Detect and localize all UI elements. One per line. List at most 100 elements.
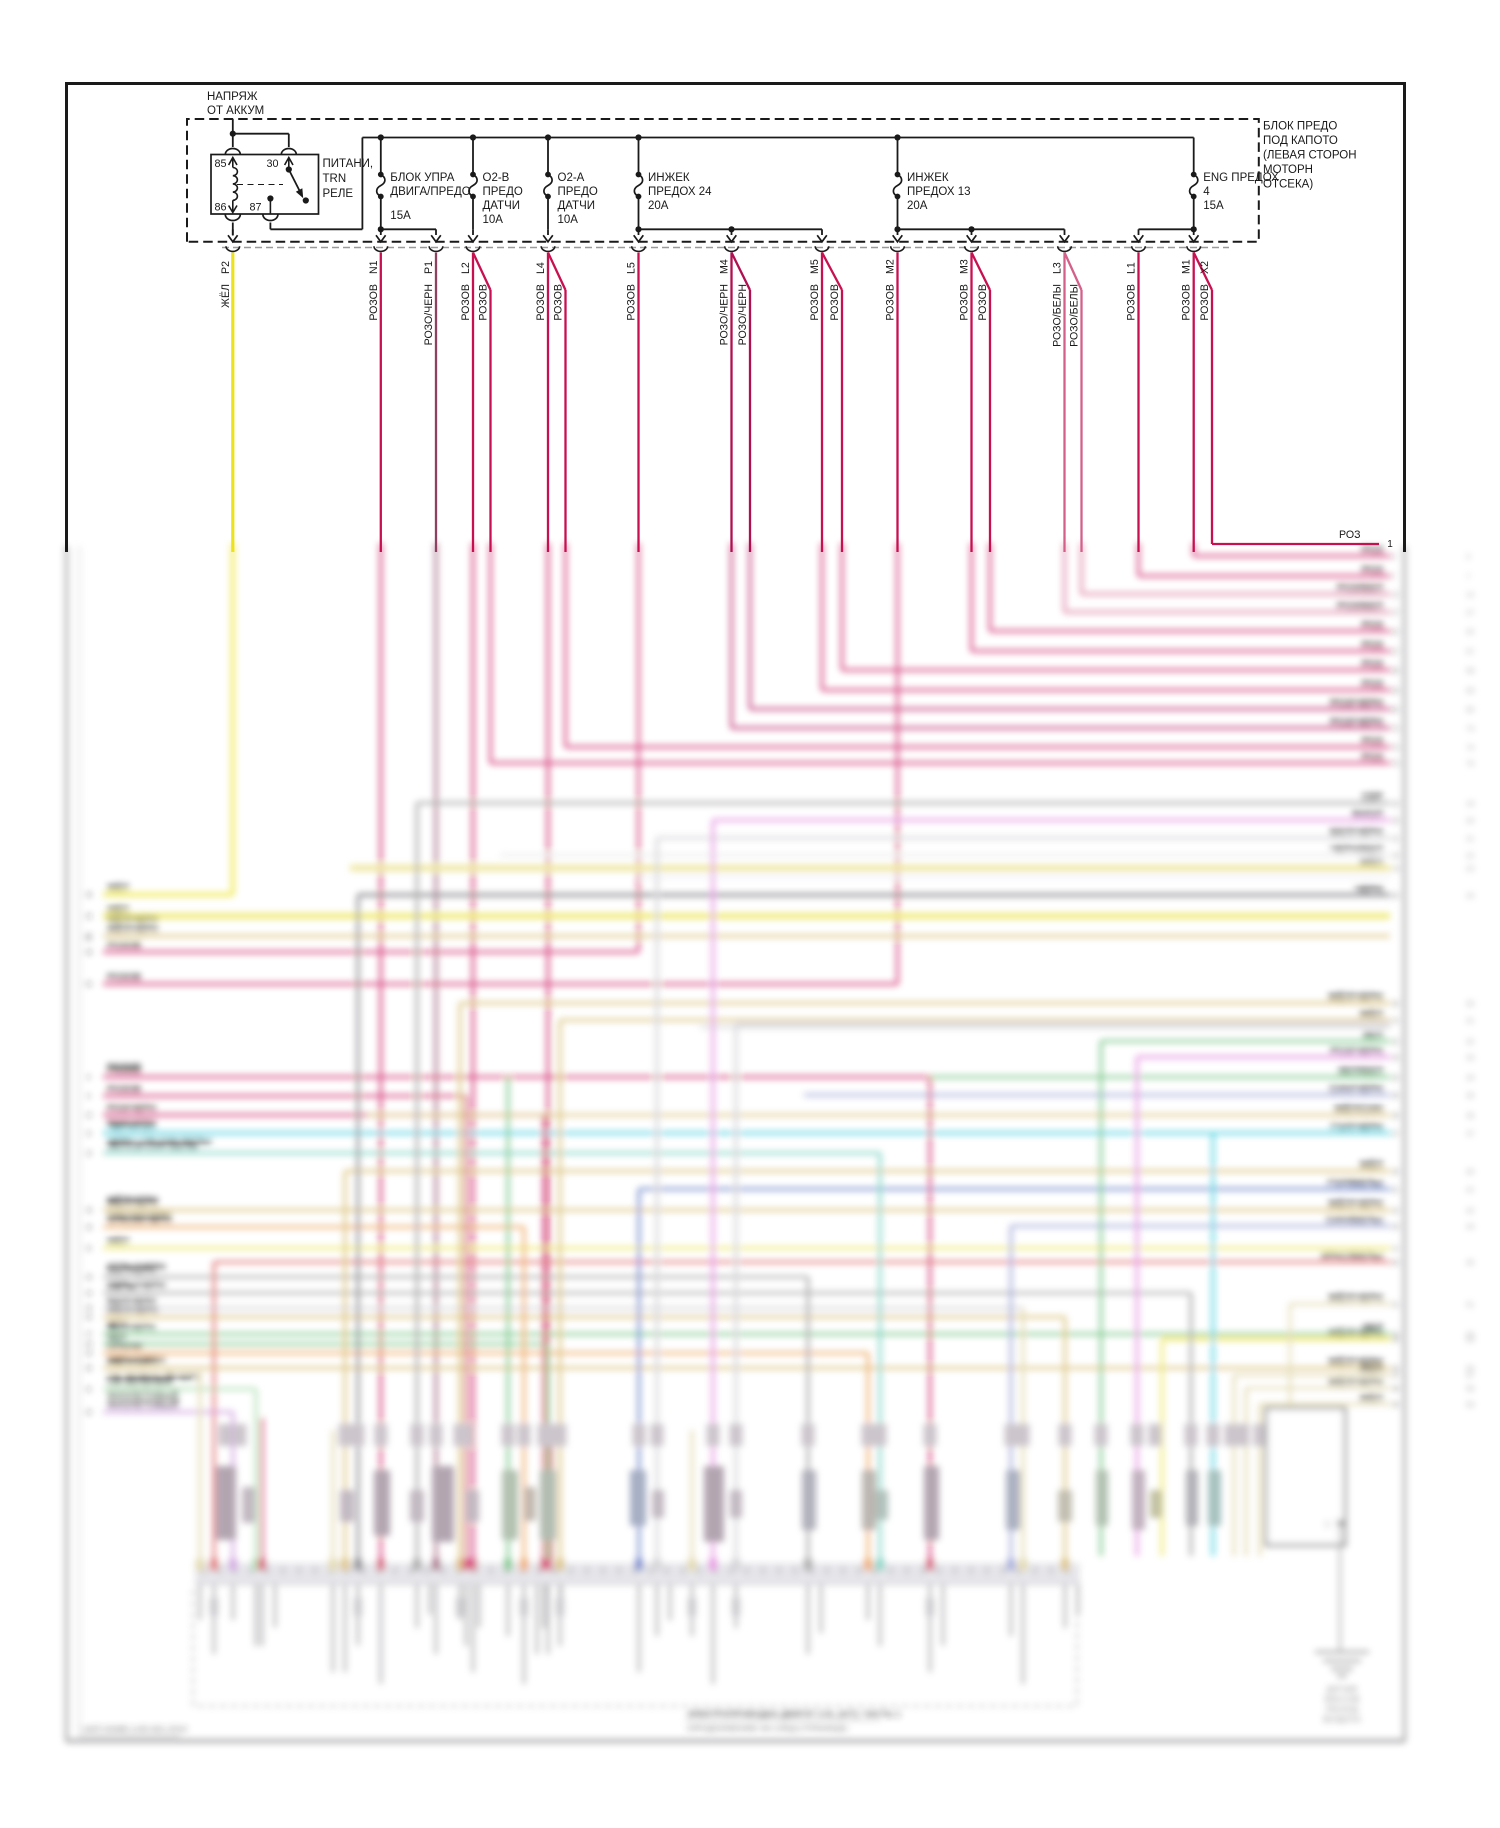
svg-text:ЗЕЛ/БЕЛ: ЗЕЛ/БЕЛ [1338, 1066, 1383, 1077]
svg-text:23: 23 [1391, 864, 1399, 873]
svg-text:42: 42 [1466, 1206, 1474, 1215]
svg-text:ENG ПРЕДОХ: ENG ПРЕДОХ [1203, 172, 1279, 184]
svg-text:74: 74 [1391, 743, 1399, 752]
svg-text:РОЗО/ЧЕРН: РОЗО/ЧЕРН [423, 284, 435, 345]
svg-text:ЭЛЕКТРОПРОВОДКА ДВИГАТ 2.0L (А: ЭЛЕКТРОПРОВОДКА ДВИГАТ 2.0L (А/Т): ЧАСТЬ… [687, 1709, 901, 1719]
svg-text:РОЗОВ: РОЗОВ [1199, 284, 1211, 321]
svg-text:ЖЁЛ/ЧЕРН: ЖЁЛ/ЧЕРН [1327, 1197, 1383, 1210]
svg-text:КРАС/БЕЛЫ: КРАС/БЕЛЫ [1321, 1252, 1383, 1263]
svg-text:85: 85 [215, 158, 227, 170]
svg-text:L2: L2 [460, 262, 472, 274]
svg-text:40: 40 [1466, 1167, 1474, 1176]
svg-text:НАПРЯЖ: НАПРЯЖ [207, 91, 258, 103]
svg-text:ЧЕРН/ГОЛ: ЧЕРН/ГОЛ [107, 1121, 156, 1132]
svg-text:РОЗ: РОЗ [1362, 546, 1384, 557]
svg-text:РОЗ/ЧЕРН: РОЗ/ЧЕРН [1330, 699, 1383, 710]
svg-text:43: 43 [1391, 1222, 1399, 1231]
svg-text:31: 31 [84, 1385, 92, 1394]
svg-text:РЕЛЕ: РЕЛЕ [323, 188, 354, 200]
svg-text:РОЗ: РОЗ [1362, 545, 1384, 556]
svg-text:СВ-ЗЕЛЕНЫЙ: СВ-ЗЕЛЕНЫЙ [107, 1376, 173, 1388]
svg-text:32: 32 [1466, 1037, 1474, 1046]
svg-text:ЗЕЛ/СВ-СИН БЕЛЫ: ЗЕЛ/СВ-СИН БЕЛЫ [107, 1141, 199, 1152]
svg-text:РОЗ: РОЗ [1362, 566, 1384, 577]
svg-text:КРАС/БЕЛЫ: КРАС/БЕЛЫ [1321, 1251, 1383, 1262]
svg-text:РОЗ: РОЗ [1362, 641, 1384, 652]
svg-text:РОЗОВ: РОЗОВ [626, 284, 638, 321]
svg-text:ЖЁЛ: ЖЁЛ [106, 1236, 129, 1247]
svg-text:РОЗ: РОЗ [1339, 529, 1360, 541]
svg-text:РОЗОВ: РОЗОВ [829, 284, 841, 321]
svg-text:26: 26 [84, 1313, 92, 1322]
svg-text:59: 59 [1391, 1400, 1399, 1409]
svg-text:БЕЛ/ЧЕРН: БЕЛ/ЧЕРН [107, 1296, 156, 1307]
svg-text:54AT-0348E-LHD-001-2010: 54AT-0348E-LHD-001-2010 [82, 1724, 187, 1734]
svg-text:21: 21 [1391, 834, 1399, 843]
svg-text:M5: M5 [809, 259, 821, 274]
svg-text:РОЗОВ: РОЗОВ [977, 284, 989, 321]
svg-text:РОЗОВ: РОЗОВ [107, 1066, 141, 1077]
svg-text:28: 28 [84, 1340, 92, 1349]
svg-text:РОЗОВ: РОЗОВ [809, 284, 821, 321]
svg-text:TRN: TRN [323, 173, 347, 185]
svg-text:ЖЁЛ/ЧЕРН: ЖЁЛ/ЧЕРН [1327, 1326, 1383, 1339]
svg-text:87: 87 [250, 202, 262, 214]
svg-text:БЕЛ/ЧЕРН: БЕЛ/ЧЕРН [107, 1297, 156, 1308]
svg-text:РОЗОВ: РОЗОВ [107, 1063, 141, 1074]
svg-text:РОЗ: РОЗ [1362, 660, 1384, 671]
svg-text:ЖЁЛ: ЖЁЛ [1358, 1362, 1383, 1375]
svg-text:РОЗ/БЕЛ: РОЗ/БЕЛ [1337, 601, 1383, 612]
svg-text:ЧЕРН/БЕЛ: ЧЕРН/БЕЛ [1330, 845, 1383, 856]
svg-text:ЗЕЛ: ЗЕЛ [107, 1332, 126, 1343]
svg-text:ЖЁЛ: ЖЁЛ [1358, 1159, 1383, 1172]
svg-text:34: 34 [1391, 1073, 1399, 1082]
svg-text:СЕР/ЧЕРН: СЕР/ЧЕРН [107, 1266, 156, 1277]
svg-text:РОЗОВ: РОЗОВ [107, 941, 141, 952]
svg-text:ЖЁЛ/СИН: ЖЁЛ/СИН [1333, 1102, 1383, 1115]
svg-text:41: 41 [1391, 1185, 1399, 1194]
svg-text:СЕРЫ/ЧЕРН: СЕРЫ/ЧЕРН [107, 1262, 165, 1273]
svg-text:ФИОЛ: ФИОЛ [1352, 810, 1383, 821]
svg-text:ЖЁЛ: ЖЁЛ [106, 905, 129, 916]
svg-text:ЧЕРН / СВ-СИН БЕЛЫ: ЧЕРН / СВ-СИН БЕЛЫ [107, 1136, 211, 1147]
svg-text:ЗЕЛ: ЗЕЛ [107, 1333, 126, 1344]
svg-text:57: 57 [1466, 1371, 1474, 1380]
svg-text:РОЗ: РОЗ [1362, 565, 1384, 576]
svg-text:ПОД КАПОТО: ПОД КАПОТО [1263, 135, 1338, 147]
svg-text:N1: N1 [368, 260, 380, 274]
svg-text:ЖЁЛ/ЧЕРН: ЖЁЛ/ЧЕРН [1327, 1375, 1383, 1388]
svg-text:41: 41 [1466, 1185, 1474, 1194]
svg-text:ЖЁЛ/ЧЕРН: ЖЁЛ/ЧЕРН [106, 1356, 158, 1367]
svg-text:РОЗ/ЧЕРН: РОЗ/ЧЕРН [107, 1119, 156, 1130]
svg-text:21: 21 [1466, 834, 1474, 843]
svg-text:35: 35 [84, 932, 92, 941]
svg-text:РОЗОВ: РОЗОВ [553, 284, 565, 321]
svg-text:ЖЁЛ/СИН: ЖЁЛ/СИН [1333, 1103, 1383, 1116]
svg-text:3: 3 [1391, 552, 1395, 561]
svg-text:О2-В: О2-В [483, 172, 510, 184]
svg-text:ЖЁЛ: ЖЁЛ [220, 284, 232, 308]
svg-text:ОТСЕКА): ОТСЕКА) [1263, 179, 1313, 191]
svg-text:ИГН: ИГН [107, 1320, 126, 1331]
svg-text:59: 59 [1466, 686, 1474, 695]
svg-text:РОЗ: РОЗ [1362, 621, 1384, 632]
svg-text:ЧЕРН: ЧЕРН [1354, 885, 1383, 896]
svg-text:ОРАНЖ/ЧЕРН: ОРАНЖ/ЧЕРН [107, 1212, 172, 1223]
svg-text:ФИОЛ: ФИОЛ [1352, 809, 1383, 820]
svg-text:РОЗОВ: РОЗОВ [107, 1085, 141, 1096]
svg-text:ДАТЧИК: ДАТЧИК [1327, 1685, 1358, 1694]
svg-text:ЖЁЛ/ЧЕРН: ЖЁЛ/ЧЕРН [106, 1198, 158, 1209]
svg-text:ЖЁЛ/ЧЕРН: ЖЁЛ/ЧЕРН [1327, 990, 1383, 1003]
svg-text:РОЗ/ЧЕРН: РОЗ/ЧЕРН [107, 1104, 156, 1115]
svg-text:43: 43 [1466, 1222, 1474, 1231]
svg-text:РОЗОВ: РОЗОВ [107, 1065, 141, 1076]
svg-text:P2: P2 [220, 261, 232, 274]
svg-text:32: 32 [1391, 1037, 1399, 1046]
svg-text:ГОЛ/ЧЕРН: ГОЛ/ЧЕРН [1331, 1122, 1383, 1133]
svg-text:РОЗ: РОЗ [1362, 736, 1384, 747]
svg-text:21: 21 [84, 1244, 92, 1253]
svg-text:БЕЛ/ЧЕРН: БЕЛ/ЧЕРН [1330, 828, 1383, 839]
svg-text:30: 30 [1391, 999, 1399, 1008]
svg-text:59: 59 [1391, 686, 1399, 695]
svg-text:ОРАНЖ/ЧЕРН: ОРАНЖ/ЧЕРН [107, 1211, 172, 1222]
